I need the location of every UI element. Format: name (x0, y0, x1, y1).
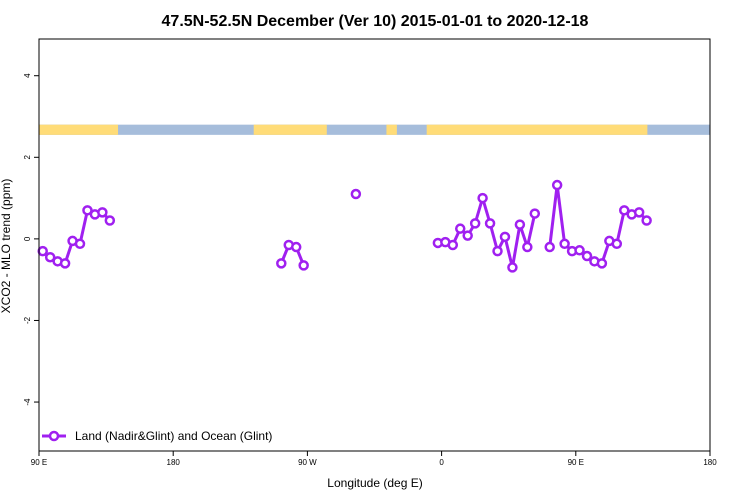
surface-band (39, 124, 710, 135)
surface-band-land (39, 124, 119, 135)
data-point (298, 260, 309, 271)
data-point (522, 241, 533, 253)
data-point (469, 218, 481, 229)
y-tick-label: -2 (23, 316, 32, 324)
data-point (581, 250, 593, 262)
data-point (641, 215, 652, 226)
series-line (548, 183, 648, 265)
surface-band-ocean (39, 124, 710, 135)
data-point (82, 205, 93, 216)
data-point (551, 179, 563, 191)
x-tick-label: 0 (439, 458, 444, 467)
x-axis: 90 E 180 90 W 0 90 E 180 (31, 451, 717, 467)
data-point (462, 230, 473, 241)
data-point (574, 245, 585, 256)
series-line (437, 196, 537, 269)
data-point (276, 258, 287, 269)
x-tick-label: 180 (167, 458, 181, 467)
data-point (507, 262, 518, 273)
x-tick-label: 180 (703, 458, 717, 467)
data-point (529, 208, 541, 219)
legend-entry: Land (Nadir&Glint) and Ocean (Glint) (75, 429, 272, 443)
surface-band-land (426, 124, 648, 135)
data-point (97, 207, 108, 218)
plot-frame (38, 38, 711, 452)
series-layer (37, 179, 652, 273)
data-point (44, 251, 56, 263)
data-point (290, 241, 302, 253)
y-axis-label: XCO2 - MLO trend (ppm) (0, 179, 13, 314)
y-tick-label: 4 (23, 73, 32, 78)
data-point (514, 219, 526, 230)
data-point (544, 241, 555, 253)
data-point (454, 223, 466, 234)
y-tick-label: -4 (23, 398, 32, 406)
legend-marker-swatch (48, 430, 60, 442)
data-point (37, 245, 48, 257)
data-point (59, 258, 71, 269)
data-point (477, 192, 488, 204)
data-point (492, 245, 503, 257)
surface-band-land (386, 124, 397, 135)
y-tick-label: 0 (23, 236, 32, 241)
y-axis: -4 -2 0 2 4 (23, 73, 39, 406)
chart-title: 47.5N-52.5N December (Ver 10) 2015-01-01… (162, 13, 589, 30)
x-tick-label: 90 W (298, 458, 317, 467)
data-point (559, 238, 570, 250)
data-point (499, 231, 511, 243)
data-point (104, 215, 116, 226)
surface-band-land (253, 124, 327, 135)
data-point (596, 258, 608, 269)
data-point (350, 188, 362, 200)
data-point (447, 239, 459, 251)
y-tick-label: 2 (23, 155, 32, 160)
x-axis-label: Longitude (deg E) (327, 476, 422, 490)
data-point (74, 238, 86, 250)
data-point (484, 218, 496, 229)
data-point (619, 205, 630, 216)
x-tick-label: 90 E (31, 458, 47, 467)
data-point (633, 207, 645, 218)
data-point (611, 238, 623, 250)
legend: Land (Nadir&Glint) and Ocean (Glint) (42, 429, 272, 443)
x-tick-label: 90 E (568, 458, 584, 467)
